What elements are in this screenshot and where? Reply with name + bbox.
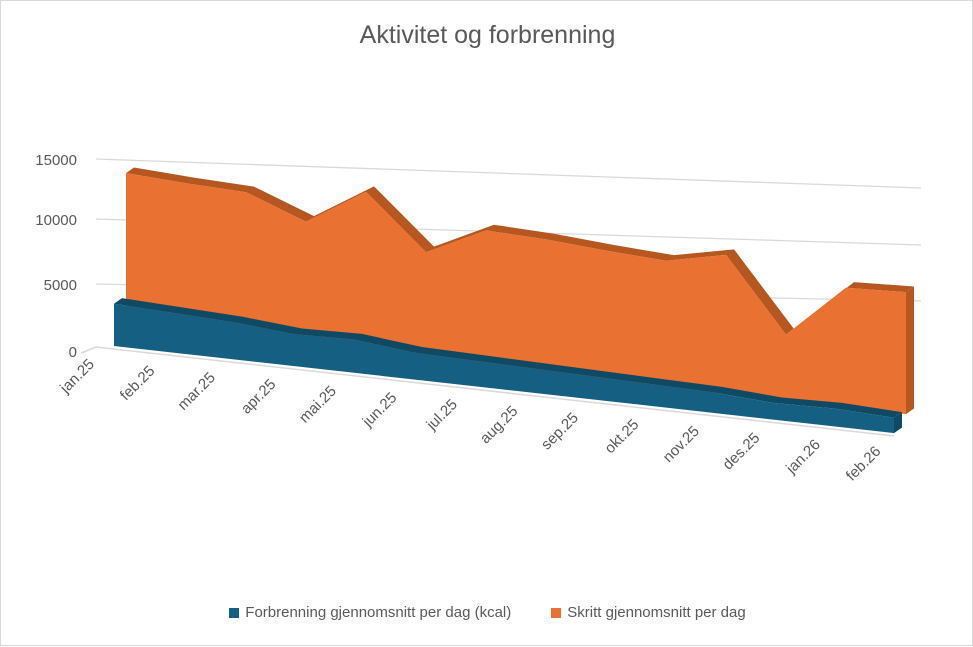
series-side-face-0 (906, 287, 914, 415)
x-tick-label: jan.26 (782, 436, 824, 478)
x-tick-label: feb.26 (843, 443, 885, 485)
x-tick-label: apr.25 (238, 376, 280, 418)
x-tick-label: okt.25 (601, 416, 642, 457)
x-tick-label: jul.25 (423, 396, 461, 434)
legend-item-1: Skritt gjennomsnitt per dag (551, 604, 745, 621)
y-tick-label: 10000 (35, 212, 77, 229)
x-tick-label: sep.25 (538, 409, 582, 453)
x-tick-label: jan.25 (56, 356, 98, 398)
x-tick-label: feb.25 (117, 363, 159, 405)
x-tick-label: mai.25 (296, 383, 340, 427)
x-tick-label: aug.25 (477, 403, 521, 447)
legend: Forbrenning gjennomsnitt per dag (kcal) … (1, 604, 973, 621)
y-tick-label: 15000 (35, 152, 77, 169)
x-tick-label: nov.25 (660, 423, 703, 466)
legend-swatch-1 (551, 608, 561, 618)
legend-swatch-0 (229, 608, 239, 618)
legend-label-1: Skritt gjennomsnitt per dag (567, 604, 745, 621)
legend-label-0: Forbrenning gjennomsnitt per dag (kcal) (245, 604, 511, 621)
x-tick-label: jun.25 (359, 389, 401, 431)
x-tick-label: des.25 (719, 430, 763, 474)
x-tick-label: mar.25 (174, 369, 218, 413)
y-tick-label: 0 (69, 344, 77, 361)
y-tick-label: 5000 (44, 277, 77, 294)
legend-item-0: Forbrenning gjennomsnitt per dag (kcal) (229, 604, 511, 621)
